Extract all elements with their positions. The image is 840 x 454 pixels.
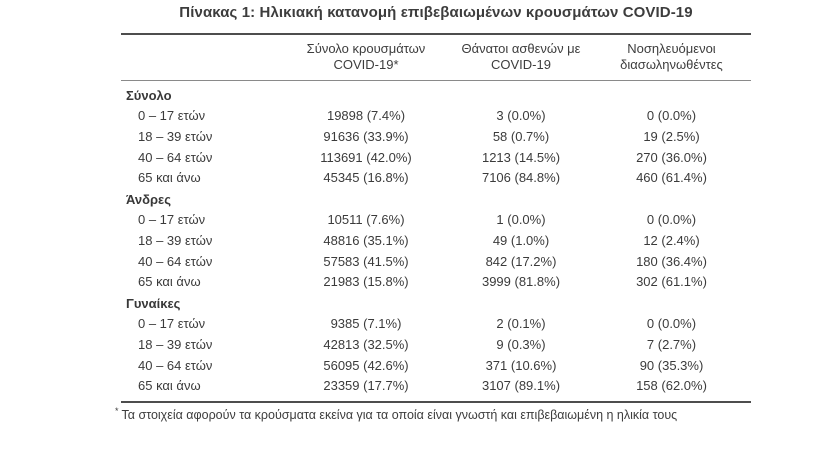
section-women: Γυναίκες [121,292,751,314]
header-total-cases: Σύνολο κρουσμάτων COVID-19* [282,41,450,73]
footnote-text: Τα στοιχεία αφορούν τα κρούσματα εκείνα … [121,408,678,423]
header-total-cases-line1: Σύνολο κρουσμάτων [306,41,426,56]
cases-value: 21983 (15.8%) [323,274,409,290]
table-header-row: Σύνολο κρουσμάτων COVID-19* Θάνατοι ασθε… [121,35,751,81]
row-label: 0 – 17 ετών [138,316,206,332]
header-intubated-line2: διασωληνωθέντες [620,57,723,72]
intubated-value: 19 (2.5%) [643,128,700,144]
deaths-value: 1 (0.0%) [496,212,546,228]
table-row: 18 – 39 ετών 91636 (33.9%) 58 (0.7%) 19 … [121,126,751,147]
cases-value: 19898 (7.4%) [326,108,406,124]
intubated-value: 0 (0.0%) [646,212,697,228]
cases-value: 57583 (41.5%) [323,253,409,269]
table-row: 18 – 39 ετών 42813 (32.5%) 9 (0.3%) 7 (2… [121,334,751,355]
cases-value: 45345 (16.8%) [323,170,409,186]
section-total: Σύνολο [121,84,751,106]
deaths-value: 1213 (14.5%) [481,149,561,165]
table-row: 65 και άνω 23359 (17.7%) 3107 (89.1%) 15… [121,375,751,396]
table-row: 40 – 64 ετών 56095 (42.6%) 371 (10.6%) 9… [121,355,751,376]
deaths-value: 49 (1.0%) [492,232,550,248]
deaths-value: 2 (0.1%) [496,316,546,332]
deaths-value: 371 (10.6%) [485,357,557,373]
section-label-women: Γυναίκες [126,295,181,311]
cases-value: 91636 (33.9%) [323,128,409,144]
intubated-value: 90 (35.3%) [639,357,704,373]
cases-value: 113691 (42.0%) [320,149,412,165]
covid-age-table: Σύνολο κρουσμάτων COVID-19* Θάνατοι ασθε… [121,33,751,403]
intubated-value: 0 (0.0%) [646,108,697,124]
cases-value: 42813 (32.5%) [323,336,409,352]
table-row: 0 – 17 ετών 9385 (7.1%) 2 (0.1%) 0 (0.0%… [121,314,751,335]
row-label: 0 – 17 ετών [138,108,206,124]
intubated-value: 158 (62.0%) [636,378,707,394]
intubated-value: 270 (36.0%) [636,149,707,165]
deaths-value: 3 (0.0%) [496,108,546,124]
cases-value: 48816 (35.1%) [323,232,409,248]
header-intubated-line1: Νοσηλευόμενοι [627,41,716,56]
table-footnote: * Τα στοιχεία αφορούν τα κρούσματα εκείνα… [115,406,751,422]
footnote-asterisk: * [115,405,119,416]
row-label: 18 – 39 ετών [138,232,213,248]
header-intubated: Νοσηλευόμενοι διασωληνωθέντες [592,41,751,73]
deaths-value: 7106 (84.8%) [481,170,561,186]
deaths-value: 58 (0.7%) [492,128,550,144]
cases-value: 23359 (17.7%) [323,378,409,394]
header-deaths-line2: COVID-19 [491,57,551,72]
cases-value: 10511 (7.6%) [327,212,405,228]
deaths-value: 3999 (81.8%) [481,274,561,290]
table-body: Σύνολο 0 – 17 ετών 19898 (7.4%) 3 (0.0%)… [121,81,751,401]
row-label: 0 – 17 ετών [138,212,206,228]
row-label: 40 – 64 ετών [138,149,213,165]
deaths-value: 842 (17.2%) [485,253,557,269]
table-row: 18 – 39 ετών 48816 (35.1%) 49 (1.0%) 12 … [121,230,751,251]
header-deaths: Θάνατοι ασθενών με COVID-19 [450,41,592,73]
table-title: Πίνακας 1: Ηλικιακή κατανομή επιβεβαιωμέ… [179,4,693,21]
header-deaths-line1: Θάνατοι ασθενών με [461,41,581,56]
table-row: 40 – 64 ετών 113691 (42.0%) 1213 (14.5%)… [121,147,751,168]
section-label-total: Σύνολο [126,87,172,103]
table-row: 0 – 17 ετών 19898 (7.4%) 3 (0.0%) 0 (0.0… [121,106,751,127]
intubated-value: 302 (61.1%) [636,274,707,290]
row-label: 18 – 39 ετών [138,128,213,144]
table-row: 65 και άνω 45345 (16.8%) 7106 (84.8%) 46… [121,167,751,188]
row-label: 65 και άνω [138,170,201,186]
table-row: 40 – 64 ετών 57583 (41.5%) 842 (17.2%) 1… [121,251,751,272]
deaths-value: 3107 (89.1%) [481,378,561,394]
header-total-cases-line2: COVID-19* [333,57,399,72]
table-row: 65 και άνω 21983 (15.8%) 3999 (81.8%) 30… [121,271,751,292]
intubated-value: 12 (2.4%) [643,232,700,248]
deaths-value: 9 (0.3%) [496,336,546,352]
section-men: Άνδρες [121,188,751,210]
row-label: 40 – 64 ετών [138,357,213,373]
intubated-value: 180 (36.4%) [636,253,707,269]
intubated-value: 460 (61.4%) [636,170,707,186]
intubated-value: 7 (2.7%) [646,336,697,352]
intubated-value: 0 (0.0%) [646,316,697,332]
row-label: 40 – 64 ετών [138,253,213,269]
table-document: Πίνακας 1: Ηλικιακή κατανομή επιβεβαιωμέ… [115,0,751,422]
row-label: 65 και άνω [138,378,201,394]
row-label: 65 και άνω [138,274,201,290]
cases-value: 9385 (7.1%) [330,316,402,332]
section-label-men: Άνδρες [126,191,171,207]
table-row: 0 – 17 ετών 10511 (7.6%) 1 (0.0%) 0 (0.0… [121,210,751,231]
row-label: 18 – 39 ετών [138,336,213,352]
cases-value: 56095 (42.6%) [323,357,409,373]
